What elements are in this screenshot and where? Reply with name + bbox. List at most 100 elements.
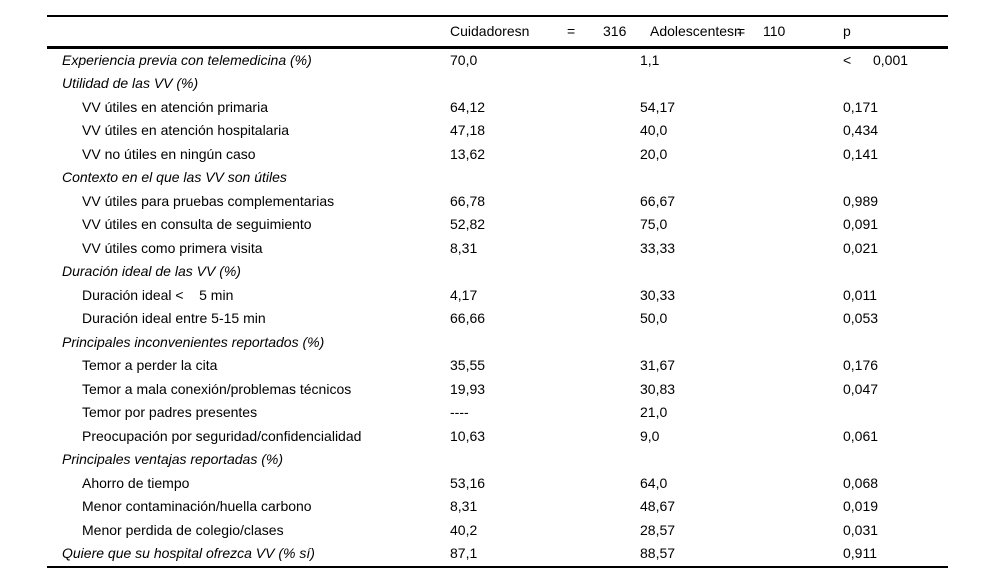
adolescentes-value: 40,0	[640, 122, 668, 138]
row-label: Preocupación por seguridad/confidenciali…	[82, 427, 362, 444]
table-header-rule	[47, 46, 948, 49]
adolescentes-value: 28,57	[640, 521, 676, 538]
adolescentes-value: 9,0	[640, 427, 660, 444]
comparison-table: Cuidadoresn = 316 Adolescentesn = 110 p …	[47, 15, 948, 568]
row-label: Temor a mala conexión/problemas técnicos	[82, 380, 352, 397]
cuidadores-value: 4,17	[450, 286, 478, 303]
p-value: 0,047	[843, 380, 879, 397]
header-p-label: p	[843, 22, 851, 39]
cuidadores-value: 19,93	[450, 380, 486, 397]
cuidadores-value: 64,12	[450, 98, 486, 115]
table-bottom-rule	[47, 565, 948, 568]
p-value: 0,068	[843, 474, 879, 491]
adolescentes-value: 30,83	[640, 380, 676, 397]
cuidadores-value: 13,62	[450, 145, 486, 162]
header-adolescentes-equals: =	[737, 22, 746, 39]
header-adolescentes-n: 110	[763, 22, 786, 39]
p-value: 0,021	[843, 239, 879, 256]
adolescentes-value: 88,57	[640, 545, 676, 561]
table-row: Temor a perder la cita 35,55 31,67 0,176	[47, 354, 948, 378]
p-value: 0,141	[843, 145, 879, 162]
table-row: Contexto en el que las VV son útiles	[47, 166, 948, 190]
table-row: Principales inconvenientes reportados (%…	[47, 331, 948, 355]
adolescentes-value: 31,67	[640, 357, 676, 373]
table-row: Principales ventajas reportadas (%)	[47, 448, 948, 472]
header-adolescentes-label: Adolescentesn	[650, 22, 742, 39]
table-row: VV no útiles en ningún caso 13,62 20,0 0…	[47, 143, 948, 167]
p-value: 0,989	[843, 192, 879, 209]
table-row: Preocupación por seguridad/confidenciali…	[47, 425, 948, 449]
cuidadores-value: ----	[450, 404, 469, 420]
adolescentes-value: 66,67	[640, 192, 676, 209]
table-row: VV útiles en consulta de seguimiento 52,…	[47, 213, 948, 237]
row-label: Menor perdida de colegio/clases	[82, 521, 284, 538]
adolescentes-value: 21,0	[640, 404, 668, 420]
row-label: Duración ideal de las VV (%)	[62, 263, 241, 279]
p-value: 0,171	[843, 98, 879, 115]
p-value: 0,061	[843, 427, 879, 444]
row-label: Menor contaminación/huella carbono	[82, 498, 312, 514]
cuidadores-value: 52,82	[450, 216, 486, 232]
row-label: Ahorro de tiempo	[82, 474, 190, 491]
row-label: Principales inconvenientes reportados (%…	[62, 333, 325, 350]
cuidadores-value: 47,18	[450, 122, 486, 138]
table-row: Menor perdida de colegio/clases 40,2 28,…	[47, 519, 948, 543]
cuidadores-value: 35,55	[450, 357, 486, 373]
cuidadores-value: 40,2	[450, 521, 478, 538]
table-body: Experiencia previa con telemedicina (%) …	[47, 49, 948, 566]
cuidadores-value: 87,1	[450, 545, 478, 561]
table-row: VV útiles para pruebas complementarias 6…	[47, 190, 948, 214]
cuidadores-value: 10,63	[450, 427, 486, 444]
cuidadores-value: 8,31	[450, 239, 478, 256]
adolescentes-value: 20,0	[640, 145, 668, 162]
table-row: Utilidad de las VV (%)	[47, 72, 948, 96]
header-cuidadores-n: 316	[603, 22, 627, 39]
table-row: VV útiles en atención primaria 64,12 54,…	[47, 96, 948, 120]
p-value-prefix: <	[843, 51, 852, 68]
cuidadores-value: 66,78	[450, 192, 486, 209]
adolescentes-value: 64,0	[640, 474, 668, 491]
p-value: 0,176	[843, 357, 879, 373]
row-label: VV útiles en consulta de seguimiento	[82, 216, 312, 232]
table-row: Ahorro de tiempo 53,16 64,0 0,068	[47, 472, 948, 496]
p-value: 0,911	[843, 545, 877, 561]
table-row: Temor a mala conexión/problemas técnicos…	[47, 378, 948, 402]
adolescentes-value: 30,33	[640, 286, 676, 303]
p-value: 0,091	[843, 216, 879, 232]
row-label: Duración ideal < 5 min	[82, 286, 234, 303]
adolescentes-value: 75,0	[640, 216, 668, 232]
row-label: VV útiles en atención primaria	[82, 98, 268, 115]
table-row: Menor contaminación/huella carbono 8,31 …	[47, 495, 948, 519]
table-row: Experiencia previa con telemedicina (%) …	[47, 49, 948, 73]
p-value: 0,031	[843, 521, 879, 538]
row-label: VV útiles para pruebas complementarias	[82, 192, 335, 209]
cuidadores-value: 66,66	[450, 310, 486, 326]
header-cuidadores-label: Cuidadoresn	[450, 22, 530, 39]
cuidadores-value: 53,16	[450, 474, 486, 491]
row-label: VV no útiles en ningún caso	[82, 145, 256, 162]
p-value: 0,011	[843, 286, 877, 303]
row-label: Quiere que su hospital ofrezca VV (% sí)	[62, 545, 315, 561]
row-label: VV útiles como primera visita	[82, 239, 263, 256]
adolescentes-value: 54,17	[640, 98, 676, 115]
adolescentes-value: 1,1	[640, 51, 660, 68]
row-label: Duración ideal entre 5-15 min	[82, 310, 266, 326]
row-label: Temor por padres presentes	[82, 404, 258, 420]
adolescentes-value: 50,0	[640, 310, 668, 326]
p-value: 0,019	[843, 498, 879, 514]
table-row: Temor por padres presentes ---- 21,0	[47, 401, 948, 425]
cuidadores-value: 8,31	[450, 498, 478, 514]
row-label: Contexto en el que las VV son útiles	[62, 169, 287, 185]
cuidadores-value: 70,0	[450, 51, 478, 68]
table-row: VV útiles como primera visita 8,31 33,33…	[47, 237, 948, 261]
table-row: Duración ideal entre 5-15 min 66,66 50,0…	[47, 307, 948, 331]
adolescentes-value: 33,33	[640, 239, 676, 256]
row-label: VV útiles en atención hospitalaria	[82, 122, 290, 138]
row-label: Experiencia previa con telemedicina (%)	[62, 51, 312, 68]
p-value: 0,001	[873, 51, 909, 68]
row-label: Utilidad de las VV (%)	[62, 75, 199, 91]
table-row: Duración ideal de las VV (%)	[47, 260, 948, 284]
row-label: Temor a perder la cita	[82, 357, 218, 373]
adolescentes-value: 48,67	[640, 498, 676, 514]
